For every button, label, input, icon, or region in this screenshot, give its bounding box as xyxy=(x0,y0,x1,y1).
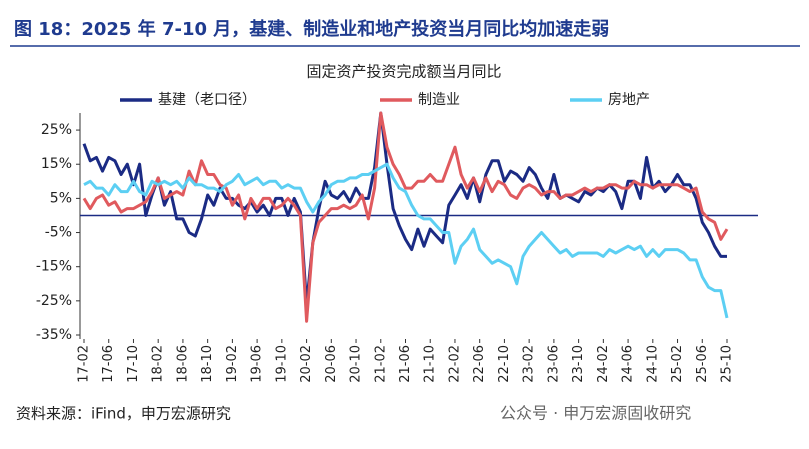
source: 资料来源：iFind，申万宏源研究 xyxy=(16,405,231,423)
series-line xyxy=(82,111,729,323)
legend-label: 基建（老口径） xyxy=(158,91,256,108)
x-tick-label: 24-10 xyxy=(645,345,660,383)
x-tick-label: 18-10 xyxy=(200,345,215,383)
y-tick-label: -35% xyxy=(36,327,72,343)
x-tick-label: 17-02 xyxy=(77,345,92,383)
x-tick-label: 20-10 xyxy=(349,345,364,383)
legend-label: 房地产 xyxy=(608,92,650,108)
x-tick-label: 17-06 xyxy=(101,345,116,383)
x-tick-label: 25-06 xyxy=(695,345,710,383)
y-tick-label: -15% xyxy=(36,259,72,275)
y-tick-label: 5% xyxy=(50,190,72,206)
x-tick-label: 17-10 xyxy=(126,345,141,383)
x-tick-label: 23-06 xyxy=(546,345,561,383)
x-tick-label: 23-02 xyxy=(522,345,537,383)
x-tick-label: 24-06 xyxy=(621,345,636,383)
series-line xyxy=(83,162,729,319)
x-tick-label: 18-06 xyxy=(175,345,190,383)
x-tick-label: 25-10 xyxy=(720,345,735,383)
x-tick-label: 19-10 xyxy=(274,345,289,383)
figure-heading: 图 18：2025 年 7-10 月，基建、制造业和地产投资当月同比均加速走弱 xyxy=(14,18,609,40)
x-tick-label: 19-06 xyxy=(250,345,265,383)
x-tick-label: 20-02 xyxy=(299,345,314,383)
chart-title: 固定资产投资完成额当月同比 xyxy=(306,63,501,81)
legend-label: 制造业 xyxy=(418,92,460,108)
x-tick-label: 22-06 xyxy=(472,345,487,383)
x-tick-label: 21-06 xyxy=(398,345,413,383)
series-line xyxy=(82,111,727,306)
x-tick-label: 18-02 xyxy=(151,345,166,383)
x-tick-label: 25-02 xyxy=(670,345,685,383)
x-tick-label: 23-10 xyxy=(571,345,586,383)
x-tick-label: 21-10 xyxy=(423,345,438,383)
x-tick-label: 22-10 xyxy=(497,345,512,383)
x-tick-label: 24-02 xyxy=(596,345,611,383)
x-tick-label: 22-02 xyxy=(447,345,462,383)
y-tick-label: -5% xyxy=(45,225,72,241)
y-tick-label: 25% xyxy=(41,122,72,138)
x-tick-label: 20-06 xyxy=(324,345,339,383)
x-tick-label: 19-02 xyxy=(225,345,240,383)
watermark: 公众号 · 申万宏源固收研究 xyxy=(500,404,691,423)
x-tick-label: 21-02 xyxy=(373,345,388,383)
y-tick-label: 15% xyxy=(41,156,72,172)
y-tick-label: -25% xyxy=(36,293,72,309)
